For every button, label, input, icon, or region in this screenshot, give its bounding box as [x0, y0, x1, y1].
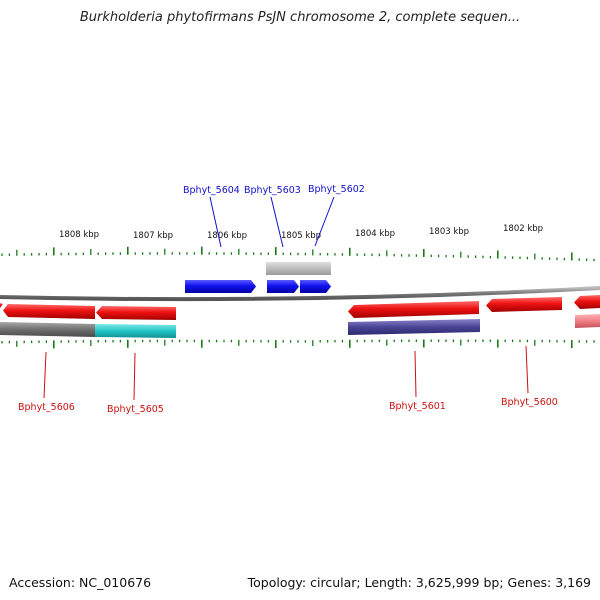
map-title: Burkholderia phytofirmans PsJN chromosom…	[79, 10, 521, 25]
scale-label-1807: 1807 kbp	[133, 231, 173, 241]
gene-bphyt-5601[interactable]	[348, 301, 479, 318]
gene-label-bphyt-5606[interactable]: Bphyt_5606	[18, 402, 75, 413]
leader-line-bphyt-5604	[209, 196, 222, 248]
scale-label-1805: 1805 kbp	[281, 231, 321, 241]
gene-label-bphyt-5604[interactable]: Bphyt_5604	[183, 185, 240, 196]
genome-backbone	[0, 286, 600, 302]
cds-bar-bphyt-5602[interactable]	[298, 262, 331, 275]
gene-label-bphyt-5603[interactable]: Bphyt_5603	[244, 185, 301, 196]
cds-bar-bphyt-5606[interactable]	[0, 322, 95, 337]
gene-bphyt-5604[interactable]	[185, 280, 256, 293]
scale-label-1804: 1804 kbp	[355, 229, 395, 239]
cds-bar-bphyt-5601[interactable]	[348, 319, 480, 335]
gene-partial-left[interactable]	[0, 303, 3, 308]
leader-line-bphyt-5605	[133, 352, 136, 401]
accession-text: Accession: NC_010676	[9, 575, 152, 590]
gene-bphyt-5605[interactable]	[96, 306, 176, 320]
cds-bar-bphyt-5605[interactable]	[95, 324, 176, 338]
gene-partial-right[interactable]	[574, 295, 600, 309]
leader-line-bphyt-5606	[43, 351, 47, 399]
gene-bphyt-5603[interactable]	[267, 280, 299, 293]
cds-bar-partial-right[interactable]	[575, 314, 600, 328]
gene-label-bphyt-5602[interactable]: Bphyt_5602	[308, 184, 365, 195]
leader-line-bphyt-5603	[270, 196, 284, 248]
cds-bar-bphyt-5603[interactable]	[266, 262, 298, 275]
scale-ticks-reverse	[1, 339, 595, 349]
scale-label-1806: 1806 kbp	[207, 231, 247, 241]
scale-label-1802: 1802 kbp	[503, 224, 543, 234]
gene-bphyt-5606[interactable]	[3, 304, 95, 319]
gene-bphyt-5600[interactable]	[486, 297, 562, 312]
gene-label-bphyt-5605[interactable]: Bphyt_5605	[107, 404, 164, 415]
leader-line-bphyt-5601	[414, 350, 417, 398]
gene-bphyt-5602[interactable]	[300, 280, 331, 293]
leader-line-bphyt-5600	[525, 345, 529, 394]
gene-label-bphyt-5601[interactable]: Bphyt_5601	[389, 401, 446, 412]
leader-line-bphyt-5602	[314, 196, 335, 247]
scale-label-1803: 1803 kbp	[429, 227, 469, 237]
scale-ticks-forward	[1, 246, 595, 262]
scale-label-1808: 1808 kbp	[59, 230, 99, 240]
genome-summary-text: Topology: circular; Length: 3,625,999 bp…	[247, 575, 591, 590]
gene-label-bphyt-5600[interactable]: Bphyt_5600	[501, 397, 558, 408]
